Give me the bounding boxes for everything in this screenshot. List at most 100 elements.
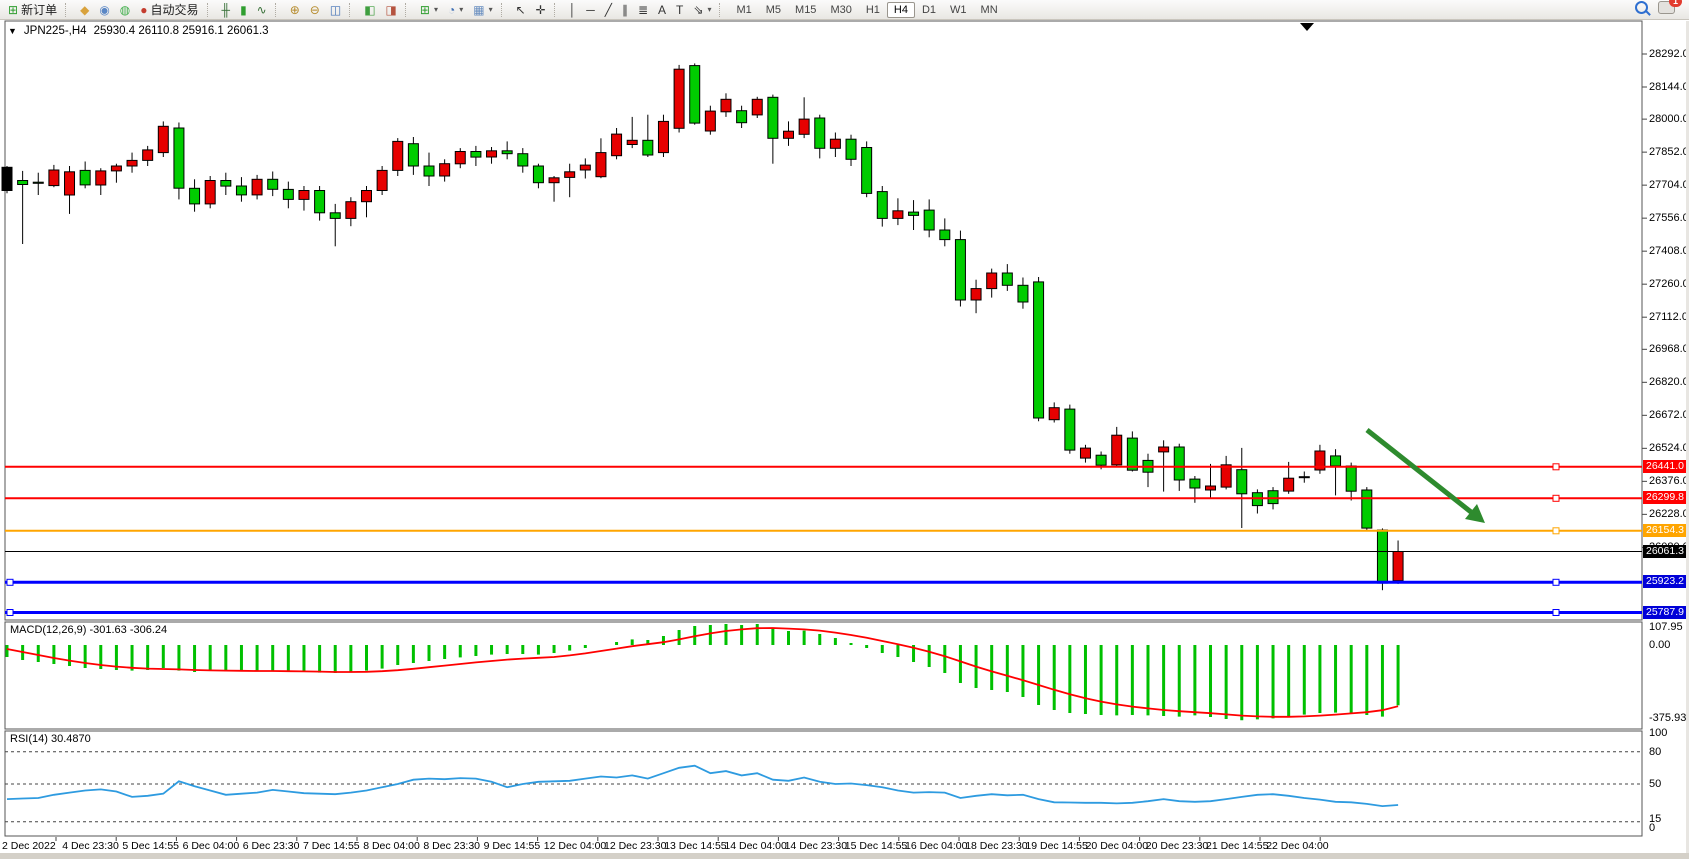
hline-26441.0[interactable] [5, 463, 1642, 471]
price-tick-label: 26672.0 [1649, 409, 1689, 422]
price-tick-label: 28000.0 [1649, 113, 1689, 126]
rsi-level-label: 100 [1649, 727, 1668, 739]
tf-h4-button-label: H4 [893, 3, 908, 16]
signal-icon: ◍ [119, 2, 131, 17]
profile-button[interactable]: ◉ [94, 2, 114, 18]
line-handle[interactable] [1552, 578, 1560, 586]
tf-m15-button-label: M15 [795, 3, 817, 16]
tf-m5-button-label: M5 [765, 3, 782, 16]
signals-button[interactable]: ◍ [115, 2, 135, 18]
fibonacci-button[interactable]: ≣ [633, 2, 653, 18]
cursor-button[interactable]: ↖ [511, 2, 531, 18]
price-tick-label: 27408.0 [1649, 245, 1689, 258]
trendline-button[interactable]: ╱ [600, 2, 617, 18]
time-axis-label: 6 Dec 23:30 [242, 840, 300, 852]
label-button[interactable]: T [671, 2, 688, 18]
price-tick-label: 26524.0 [1649, 442, 1689, 455]
bar-chart-button[interactable]: ╫ [217, 2, 236, 18]
tf-mn-button[interactable]: MN [974, 2, 1005, 18]
arrows-button[interactable]: ⇘ ▾ [688, 2, 716, 18]
tf-w1-button[interactable]: W1 [943, 2, 974, 18]
tf-h4-button[interactable]: H4 [886, 1, 915, 18]
text-icon: A [658, 2, 667, 17]
time-axis-label: 22 Dec 04:00 [1266, 840, 1329, 852]
hline-25787.9[interactable] [5, 609, 1642, 616]
autotrade-button[interactable]: ● 自动交易 [135, 0, 203, 20]
toolbar-separator [719, 2, 726, 17]
tile-windows-icon: ◫ [329, 2, 342, 17]
profile-icon: ◉ [99, 2, 110, 17]
vline-button[interactable]: │ [564, 2, 582, 18]
fibonacci-icon: ≣ [637, 2, 649, 17]
line-handle[interactable] [1552, 494, 1560, 502]
line-handle[interactable] [1552, 463, 1560, 471]
market-watch-icon: ◆ [80, 2, 90, 17]
trend-arrow-object[interactable] [1365, 428, 1485, 523]
zoom-out-button[interactable]: ⊖ [305, 2, 325, 18]
chart-shift-marker-icon[interactable] [1300, 23, 1314, 31]
price-tick-label: 27556.0 [1649, 212, 1689, 225]
macd-level-label: 107.95 [1649, 621, 1683, 633]
zoom-in-button[interactable]: ⊕ [285, 2, 305, 18]
crosshair-button[interactable]: ✛ [531, 2, 551, 18]
tf-m1-button-label: M1 [736, 3, 752, 16]
rsi-level-label: 50 [1649, 778, 1662, 790]
line-handle[interactable] [1552, 609, 1560, 616]
search-button[interactable] [1635, 0, 1648, 19]
autotrade-button-label: 自动交易 [150, 3, 199, 17]
hline-button[interactable]: ─ [581, 2, 600, 18]
toolbar-right: 1 [1635, 0, 1689, 19]
price-tick-label: 26968.0 [1649, 343, 1689, 356]
tile-windows-button[interactable]: ◫ [325, 2, 346, 18]
hline-26299.8[interactable] [5, 494, 1642, 502]
tf-m15-button[interactable]: M15 [788, 2, 823, 18]
chart-collapse-caret[interactable]: ▼ [8, 26, 17, 36]
clock-icon: ◔ [447, 2, 456, 17]
templates-button[interactable]: ▦ ▾ [468, 2, 497, 18]
time-axis-label: 6 Dec 04:00 [182, 840, 240, 852]
arrow-objects-icon: ⇘ [693, 2, 704, 17]
window-bottom-edge [0, 853, 1689, 859]
line-handle[interactable] [6, 609, 14, 616]
label-icon: T [676, 2, 684, 17]
price-line-badge: 26441.0 [1643, 459, 1689, 473]
chart-shift-button[interactable]: ◨ [381, 2, 402, 18]
market-watch-button[interactable]: ◆ [75, 2, 94, 18]
time-axis-label: 16 Dec 04:00 [905, 840, 968, 852]
time-axis-label: 2 Dec 2022 [2, 840, 56, 852]
rsi-level-label: 0 [1649, 822, 1656, 834]
autoscroll-button[interactable]: ◧ [359, 2, 380, 18]
notifications-button[interactable]: 1 [1658, 0, 1682, 19]
tf-h1-button[interactable]: H1 [859, 2, 887, 18]
autotrade-icon: ● [140, 2, 148, 17]
line-handle[interactable] [6, 578, 14, 586]
time-axis-label: 8 Dec 23:30 [423, 840, 481, 852]
tf-d1-button[interactable]: D1 [915, 2, 943, 18]
rsi-label: RSI(14) 30.4870 [10, 733, 91, 745]
candle-chart-button[interactable]: ▮ [235, 2, 252, 18]
add-indicator-icon: ⊞ [419, 2, 430, 17]
time-axis-label: 19 Dec 14:55 [1025, 840, 1088, 852]
line-handle[interactable] [1552, 527, 1560, 535]
price-tick-label: 27852.0 [1649, 146, 1689, 159]
new-order-button[interactable]: ⊞ 新订单 [3, 0, 62, 20]
tf-m30-button-label: M30 [830, 3, 852, 16]
tf-m30-button[interactable]: M30 [823, 2, 858, 18]
channel-button[interactable]: ∥ [617, 2, 633, 18]
hline-25923.2[interactable] [5, 578, 1642, 586]
horizontal-line-icon: ─ [586, 2, 595, 17]
line-chart-button[interactable]: ∿ [252, 2, 272, 18]
tf-m1-button[interactable]: M1 [729, 2, 758, 18]
time-axis-label: 8 Dec 04:00 [363, 840, 420, 852]
vertical-line-icon: │ [568, 2, 577, 17]
indicators-button[interactable]: ⊞ ▾ [415, 2, 443, 18]
periods-button[interactable]: ◔ ▾ [443, 2, 468, 18]
time-axis-label: 9 Dec 14:55 [483, 840, 541, 852]
tf-m5-button[interactable]: M5 [759, 2, 788, 18]
chart-shift-icon: ◨ [385, 2, 397, 17]
zoom-in-icon: ⊕ [289, 2, 300, 17]
text-button[interactable]: A [653, 2, 671, 18]
hline-26154.3[interactable] [5, 527, 1642, 535]
